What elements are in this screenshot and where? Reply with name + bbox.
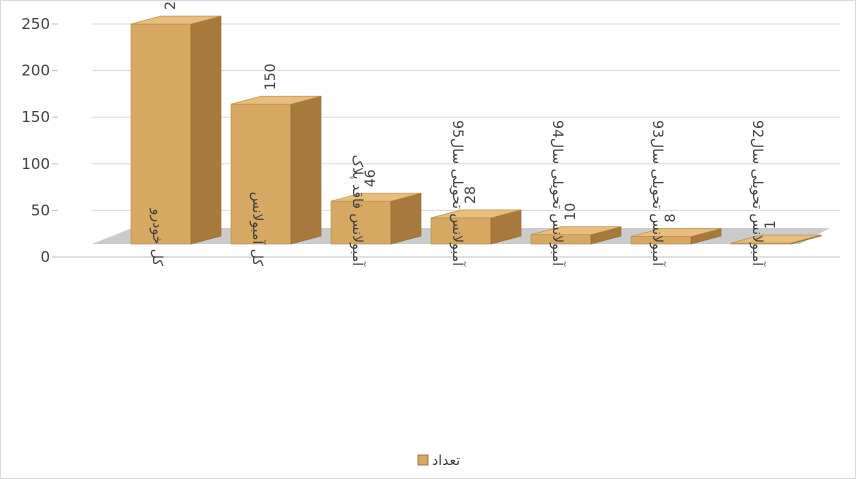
legend: تعداد: [417, 453, 460, 469]
category-label: آمبولانس تحویلی سال92: [749, 120, 766, 267]
bar-top: [530, 226, 622, 235]
y-tick-label: 50: [31, 201, 50, 219]
bar-front: [330, 200, 392, 245]
category-label: آمبولانس تحویلی سال93: [649, 120, 666, 267]
bar-top: [330, 192, 422, 202]
data-label: 28: [463, 186, 479, 204]
y-tick-label: 0: [40, 248, 50, 266]
data-label: 46: [363, 169, 379, 187]
bar-top: [230, 95, 322, 105]
bar-side: [190, 15, 222, 245]
category-label: آمبولانس فاقد پلاک: [349, 155, 366, 267]
legend-swatch: [417, 454, 429, 466]
bar-top: [430, 209, 522, 219]
data-label: 8: [663, 214, 679, 223]
bars: [130, 15, 822, 245]
bar-top: [630, 228, 722, 237]
data-label: 150: [263, 63, 279, 90]
bar-side: [290, 95, 322, 245]
category-label: کل آمبولانس: [249, 192, 266, 267]
y-tick-label: 250: [21, 15, 50, 33]
y-tick-label: 200: [21, 62, 50, 80]
bar-front: [130, 23, 192, 245]
data-label: 1: [763, 220, 779, 229]
category-label: آمبولانس تحویلی سال94: [549, 120, 566, 267]
bar-top: [130, 15, 222, 25]
x-axis-categories: کل خودرو کل آمبولانس آمبولانس فاقد پلاک آمب…: [149, 120, 766, 267]
bar-side: [390, 192, 422, 245]
bar-top: [730, 234, 822, 244]
bar-front: [230, 103, 292, 245]
y-tick-label: 150: [21, 108, 50, 126]
y-axis-ticks: 0 50 100 150 200 250: [21, 15, 62, 266]
category-label: کل خودرو: [149, 208, 165, 267]
data-label: 236: [163, 0, 179, 10]
category-label: آمبولانس تحویلی سال95: [449, 120, 466, 267]
y-tick-label: 100: [21, 155, 50, 173]
data-label: 10: [563, 203, 579, 221]
data-labels: 236 150 46 28 10 8 1: [163, 0, 779, 229]
legend-label: تعداد: [432, 453, 460, 469]
